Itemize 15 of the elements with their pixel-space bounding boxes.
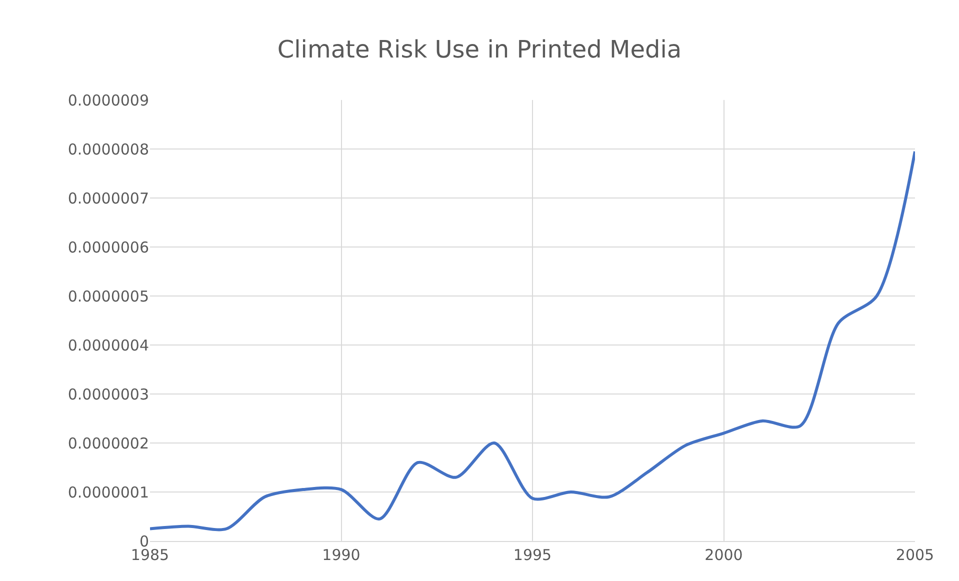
y-tick-label: 0.0000004 [68,336,149,354]
line-series [150,150,915,532]
y-tick-label: 0.0000008 [68,140,149,158]
y-tick-label: 0.0000001 [68,483,149,502]
y-tick-label: 0.0000005 [68,287,149,306]
chart-title: Climate Risk Use in Printed Media [277,35,682,64]
y-tick-label: 0.0000006 [68,238,149,256]
x-tick-label: 2005 [896,546,934,564]
y-tick-label: 0.0000007 [68,189,149,208]
x-tick-label: 2000 [704,546,743,564]
y-tick-label: 0.0000009 [68,91,149,110]
y-tick-label: 0.0000003 [68,385,149,404]
x-tick-label: 1990 [322,546,360,564]
x-tick-label: 1995 [513,546,552,564]
y-tick-label: 0.0000002 [68,434,149,452]
